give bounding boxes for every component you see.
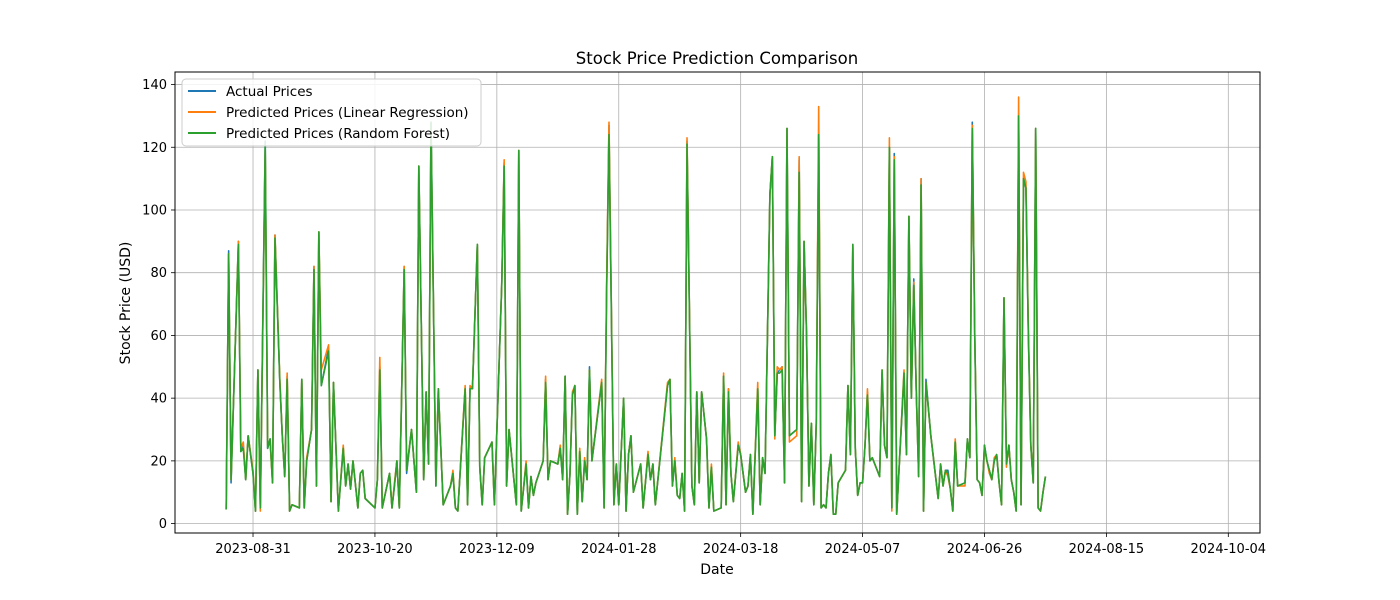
legend-label-random-forest: Predicted Prices (Random Forest) (226, 126, 450, 142)
y-tick-label: 140 (142, 78, 167, 93)
legend-label-linear-regression: Predicted Prices (Linear Regression) (226, 105, 469, 121)
x-tick-label: 2024-05-07 (825, 542, 901, 557)
x-axis-label: Date (700, 562, 733, 578)
x-tick-label: 2023-08-31 (215, 542, 291, 557)
plot-frame (174, 71, 1261, 534)
x-tick-label: 2024-08-15 (1069, 542, 1145, 557)
series-line-random-forest (225, 115, 1047, 515)
x-tick-label: 2023-12-09 (459, 542, 535, 557)
y-tick-label: 120 (142, 141, 167, 156)
series-lines (225, 96, 1047, 515)
y-tick-label: 40 (150, 392, 167, 407)
y-tick-label: 60 (150, 329, 167, 344)
y-axis-ticks: 0 20 40 60 80 100 120 140 (142, 78, 175, 532)
x-tick-label: 2024-06-26 (947, 542, 1023, 557)
x-tick-label: 2024-10-04 (1191, 542, 1267, 557)
y-axis-label: Stock Price (USD) (118, 242, 134, 365)
legend-label-actual: Actual Prices (226, 84, 313, 100)
legend-box (181, 78, 482, 147)
y-tick-label: 20 (150, 454, 167, 469)
x-tick-label: 2023-10-20 (337, 542, 413, 557)
y-tick-label: 100 (142, 203, 167, 218)
x-tick-label: 2024-01-28 (581, 542, 657, 557)
legend: Actual Prices Predicted Prices (Linear R… (181, 78, 482, 147)
x-tick-label: 2024-03-18 (703, 542, 779, 557)
chart-title: Stock Price Prediction Comparison (576, 49, 858, 68)
y-tick-label: 80 (150, 266, 167, 281)
x-axis-ticks: 2023-08-31 2023-10-20 2023-12-09 2024-01-28… (215, 533, 1266, 557)
y-tick-label: 0 (159, 517, 167, 532)
